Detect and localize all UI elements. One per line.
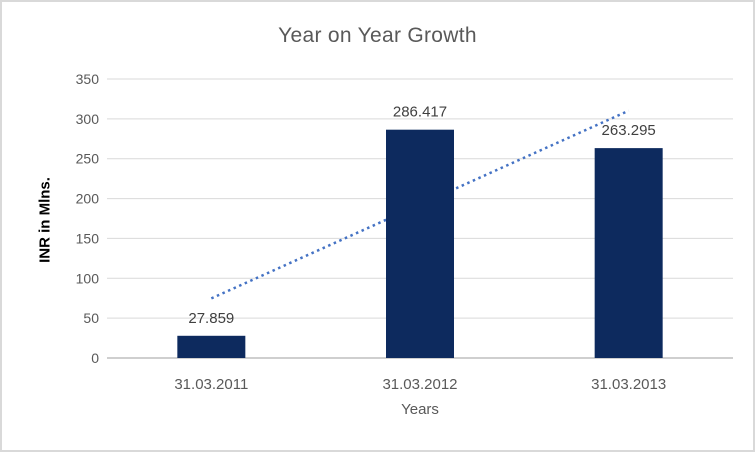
y-tick-label: 50	[83, 310, 99, 326]
y-tick-label: 100	[76, 270, 100, 286]
bar	[177, 335, 246, 358]
bar-data-label: 286.417	[393, 104, 447, 121]
x-tick-label: 31.03.2013	[591, 376, 666, 393]
y-tick-label: 150	[76, 230, 100, 246]
y-tick-label: 200	[76, 191, 100, 207]
x-axis-title: Years	[401, 401, 439, 418]
chart-title: Year on Year Growth	[278, 24, 477, 47]
y-tick-label: 350	[76, 71, 100, 87]
bar	[594, 148, 663, 358]
bar-data-label: 263.295	[602, 122, 656, 139]
bar-data-label: 27.859	[188, 310, 234, 327]
x-tick-label: 31.03.2012	[382, 376, 457, 393]
y-tick-label: 250	[76, 151, 100, 167]
bar	[386, 129, 454, 358]
y-tick-label: 300	[76, 111, 100, 127]
y-tick-label: 0	[91, 350, 99, 366]
x-tick-label: 31.03.2011	[174, 376, 248, 393]
